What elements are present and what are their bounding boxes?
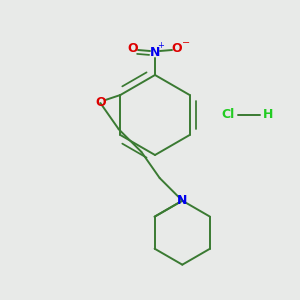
Text: +: + xyxy=(158,41,164,50)
Text: O: O xyxy=(95,97,106,110)
Text: Cl: Cl xyxy=(221,109,235,122)
Text: −: − xyxy=(182,38,190,48)
Text: N: N xyxy=(150,46,160,59)
Text: O: O xyxy=(172,41,182,55)
Text: O: O xyxy=(128,41,138,55)
Text: H: H xyxy=(263,109,273,122)
Text: N: N xyxy=(177,194,188,207)
